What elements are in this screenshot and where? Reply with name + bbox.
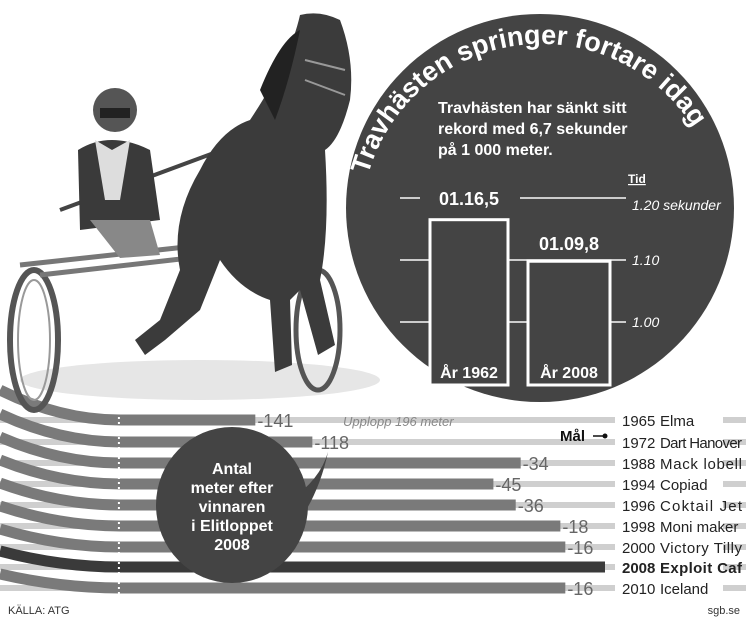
axis-title: Tid	[628, 172, 646, 186]
y-tick-label: 1.00	[632, 314, 659, 330]
horse-name: Iceland	[660, 581, 708, 598]
horse-name: Exploit Caf	[660, 560, 743, 577]
year-label: 1965	[622, 413, 655, 430]
finish-label: Mål	[560, 428, 585, 445]
row-1972: -118 1972 Dart Hanover	[0, 409, 746, 453]
horse-name: Victory Tilly	[660, 540, 743, 557]
horse-name: Coktail Jet	[660, 498, 743, 515]
upplopp-label: Upplopp 196 meter	[343, 414, 454, 429]
bubble-text-line: meter efter	[191, 480, 274, 497]
bubble-text-line: i Elitloppet	[191, 518, 273, 535]
source-label: KÄLLA: ATG	[8, 605, 70, 617]
year-label: 2010	[622, 581, 655, 598]
year-label: 1988	[622, 456, 655, 473]
meters-bar	[0, 568, 566, 594]
meters-label: -16	[567, 579, 593, 599]
year-label: 1996	[622, 498, 655, 515]
row-1996: -36 1996 Coktail Jet	[0, 477, 746, 516]
sulky-wheel-left	[7, 267, 61, 413]
meters-bar	[0, 409, 313, 448]
horse-name: Elma	[660, 413, 695, 430]
horse-and-sulky-illustration	[7, 13, 380, 413]
row-1988: -34 1988 Mack lobell	[0, 431, 746, 474]
meters-label: -141	[257, 411, 293, 431]
row-2010: -16 2010 Iceland	[0, 568, 746, 599]
year-label: 1972	[622, 435, 655, 452]
meters-label: -36	[518, 496, 544, 516]
speech-bubble: Antal meter efter vinnaren i Elitloppet 2008	[156, 427, 328, 583]
horse-name: Dart Hanover	[660, 435, 742, 452]
meters-bar	[0, 523, 566, 553]
y-tick-label: 1.20 sekunder	[632, 197, 722, 213]
year-label: 2008	[622, 560, 655, 577]
horse-name: Moni maker	[660, 519, 738, 536]
year-label: 1998	[622, 519, 655, 536]
subtitle-line: rekord med 6,7 sekunder	[438, 121, 627, 138]
subtitle-line: på 1 000 meter.	[438, 141, 553, 159]
category-label: År 1962	[440, 363, 498, 382]
y-tick-label: 1.10	[632, 252, 659, 268]
row-1994: -45 1994 Copiad	[0, 454, 746, 495]
finish-marker	[602, 433, 608, 439]
row-1998: -18 1998 Moni maker	[0, 500, 746, 537]
meters-bar	[0, 545, 605, 573]
value-label: 01.09,8	[539, 234, 599, 254]
subtitle: Travhästen har sänkt sitt rekord med 6,7 …	[438, 100, 627, 159]
meters-bar	[0, 431, 521, 469]
bar-År-2008	[526, 259, 612, 387]
year-label: 2000	[622, 540, 655, 557]
row-2008: 2008 Exploit Caf	[0, 545, 746, 577]
meters-behind-chart: -141 1965 Elma -118 1972 Dart Hanover -34 1988 M…	[0, 385, 746, 599]
meters-label: -34	[523, 454, 549, 474]
meters-bar	[0, 477, 516, 511]
meters-label: -18	[562, 517, 588, 537]
record-time-chart: 1.20 sekunder 1.10 1.00 Tid År 1962 01.16,5 År…	[400, 172, 722, 387]
year-label: 1994	[622, 477, 655, 494]
row-1965: -141 1965 Elma	[0, 385, 746, 431]
category-label: År 2008	[540, 363, 598, 382]
horse-name: Mack lobell	[660, 456, 742, 473]
credit-label: sgb.se	[708, 605, 740, 617]
meters-bar	[0, 385, 256, 426]
meters-bar	[0, 454, 494, 490]
meters-label: -45	[495, 475, 521, 495]
value-label: 01.16,5	[439, 189, 499, 209]
meters-label: -16	[567, 538, 593, 558]
bar-År-1962	[428, 218, 510, 387]
row-2000: -16 2000 Victory Tilly	[0, 523, 746, 558]
horse-name: Copiad	[660, 477, 708, 494]
subtitle-line: Travhästen har sänkt sitt	[438, 100, 627, 117]
bubble-text-line: 2008	[214, 537, 250, 554]
bubble-text-line: vinnaren	[199, 499, 266, 516]
meters-bar	[0, 500, 561, 532]
bubble-text-line: Antal	[212, 461, 252, 478]
meters-label: -118	[314, 433, 349, 453]
